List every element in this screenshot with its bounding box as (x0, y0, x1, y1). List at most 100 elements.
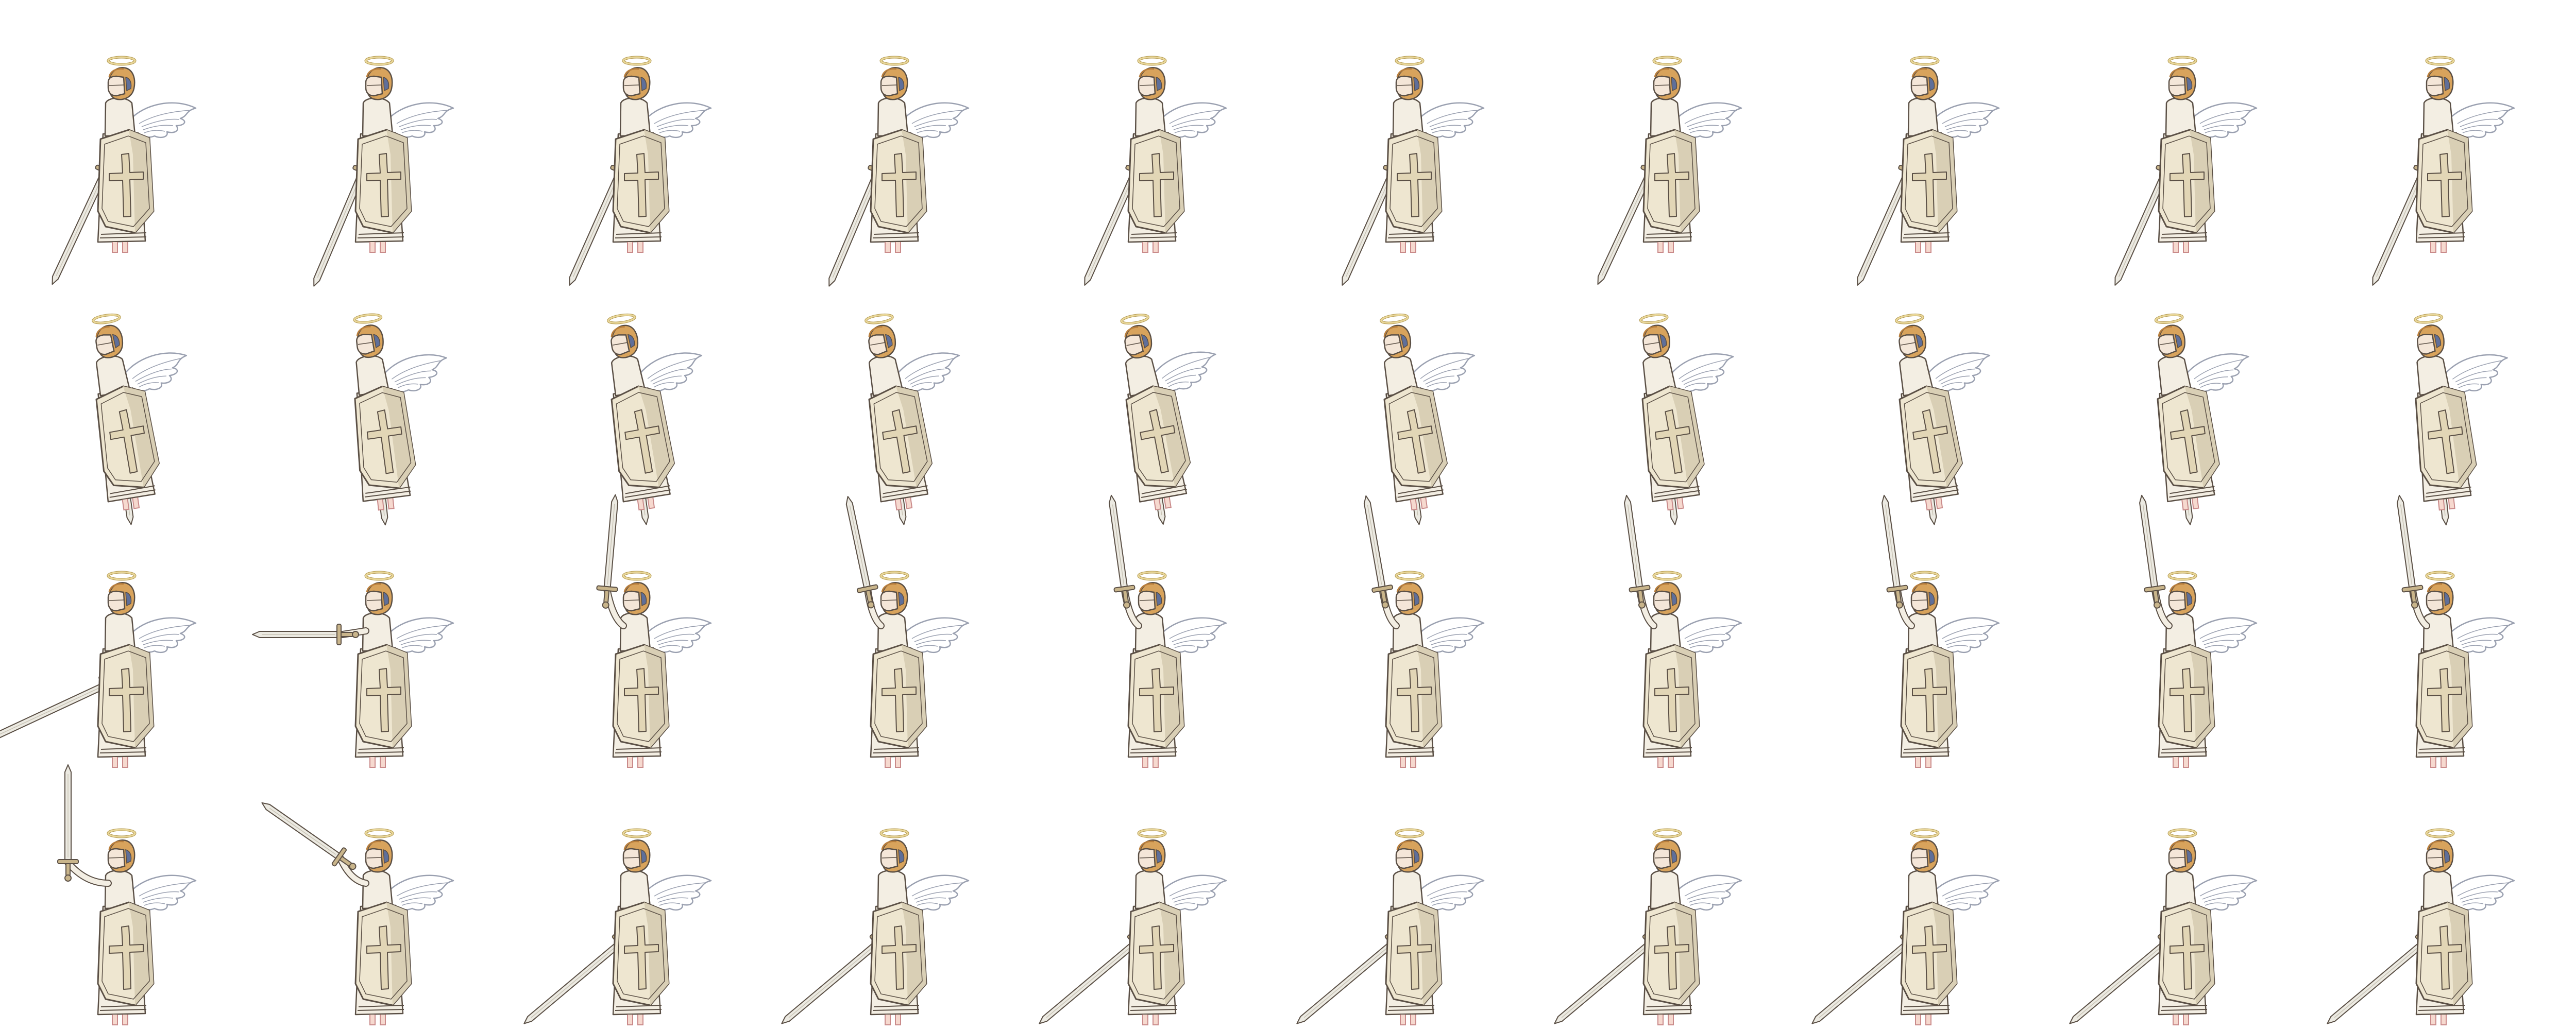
helmet-visor (1383, 334, 1403, 355)
foot (1915, 242, 1921, 253)
halo (365, 571, 394, 580)
hair-shade (366, 840, 382, 850)
shield (354, 129, 412, 234)
head (1395, 67, 1423, 100)
wing-feather (650, 368, 687, 382)
robe-hem (615, 751, 662, 753)
hair-shade (1396, 840, 1412, 850)
angel-knight-sprite (781, 828, 970, 1025)
helmet-band (1400, 334, 1408, 349)
foot (1666, 499, 1674, 511)
shield-cross (1139, 925, 1174, 990)
shield-cross (2427, 668, 2462, 732)
helmet-band (383, 849, 389, 864)
sprite-frame (515, 0, 773, 286)
halo (2168, 571, 2197, 580)
angel-body (2414, 313, 2508, 526)
shield-rim (1389, 650, 1438, 742)
wing-feather (917, 902, 938, 906)
shield (611, 385, 675, 488)
wing (636, 352, 703, 392)
sword-blade (1882, 494, 1901, 588)
shield-cross (2427, 409, 2463, 474)
wing-feather (1947, 130, 1969, 133)
robe-hem (1646, 747, 1692, 750)
halo (622, 829, 651, 838)
wing (643, 874, 712, 911)
wing-feather (396, 882, 449, 897)
sprite-frame (2061, 772, 2318, 1030)
wing (2446, 874, 2515, 911)
angel-knight-sprite (1882, 494, 2000, 768)
shield (870, 644, 927, 749)
shield-rim (2162, 650, 2211, 742)
wing-feather (2204, 640, 2234, 645)
head (622, 839, 651, 873)
shield-rim (1389, 135, 1438, 227)
wing-feather (1432, 130, 1453, 133)
foot (627, 242, 633, 253)
sword (845, 496, 878, 609)
wing-feather (135, 368, 172, 382)
shield (2415, 129, 2473, 234)
helmet-visor (1138, 848, 1156, 869)
shield-shade (638, 386, 674, 488)
wing (385, 102, 454, 138)
angel-knight-sprite (1120, 314, 1216, 525)
robe-hem (1388, 232, 1435, 235)
halo (1910, 829, 1939, 838)
wing-feather (2461, 897, 2492, 903)
wing-feather (1682, 369, 1719, 382)
shield-shade (1159, 902, 1184, 1005)
angel-body (569, 56, 712, 286)
shield-shade (1411, 386, 1447, 488)
wing-outline (2183, 353, 2249, 392)
shield-cross (366, 153, 401, 217)
sword (1882, 494, 1908, 609)
robe-hem (1130, 1009, 1177, 1011)
wing-feather (1429, 891, 1468, 900)
wing-feather (911, 882, 964, 897)
robe-hem (873, 1005, 920, 1007)
shield (97, 644, 155, 749)
halo (107, 571, 136, 580)
visor-slit (97, 342, 112, 346)
foot (1935, 497, 1943, 509)
helmet-visor (622, 590, 641, 612)
robe-hem (2161, 1005, 2208, 1007)
shield-cross (1912, 153, 1947, 217)
wing-feather (141, 118, 180, 127)
shield-cross (882, 409, 918, 474)
shield (870, 901, 927, 1006)
shield-cross (624, 409, 660, 474)
wing (1673, 102, 1742, 138)
angel-knight-sprite (57, 764, 197, 1025)
shield-cross (109, 409, 145, 474)
shield (2415, 385, 2477, 489)
angel-body (1554, 828, 1742, 1025)
wing-feather (1169, 625, 1222, 639)
visor-slit (1139, 857, 1155, 859)
shield-cross (2170, 668, 2205, 732)
helmet-visor (1138, 590, 1156, 612)
foot (1142, 1015, 1148, 1025)
wing-feather (2457, 110, 2510, 124)
foot (895, 1015, 901, 1025)
sword-guard (336, 624, 342, 645)
helmet-visor (2426, 590, 2444, 612)
wing (2189, 617, 2258, 653)
wing-feather (916, 125, 946, 130)
head (2168, 582, 2196, 615)
helmet-visor (880, 75, 899, 97)
hair-shade (108, 583, 124, 593)
foot (2441, 1015, 2447, 1025)
sword-fuller (1046, 945, 1132, 1018)
halo (1138, 829, 1166, 838)
shield (1900, 644, 1958, 749)
wing-feather (139, 882, 191, 897)
angel-knight-sprite (1084, 56, 1227, 286)
wing-feather (1432, 902, 1453, 906)
shield-rim (359, 135, 408, 227)
wing (2183, 353, 2249, 392)
wing-feather (1938, 368, 1975, 382)
